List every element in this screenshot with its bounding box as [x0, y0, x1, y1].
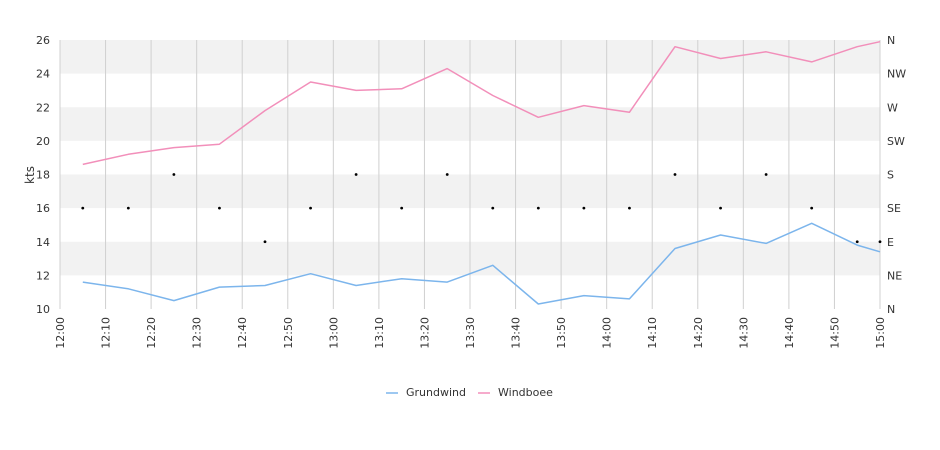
direction-marker — [445, 173, 449, 176]
x-tick-label: 13:10 — [373, 317, 386, 349]
x-tick-label: 13:30 — [464, 317, 477, 349]
x-tick-label: 12:00 — [54, 317, 67, 349]
direction-marker — [263, 240, 267, 244]
y-tick-label: 18 — [36, 169, 50, 182]
y2-tick-label: S — [887, 169, 894, 182]
y-tick-label: 26 — [36, 34, 50, 47]
y2-tick-label: NW — [887, 68, 906, 81]
x-tick-label: 13:50 — [555, 317, 568, 349]
y-tick-label: 20 — [36, 135, 50, 148]
direction-marker — [218, 206, 221, 210]
legend-label: Windboee — [498, 386, 553, 399]
y2-tick-label: SE — [887, 202, 901, 215]
y2-tick-label: W — [887, 101, 898, 114]
y-tick-label: 16 — [36, 202, 50, 215]
direction-marker — [491, 206, 495, 210]
direction-marker — [582, 206, 586, 210]
direction-marker — [719, 206, 722, 210]
direction-markers — [81, 173, 882, 244]
x-tick-label: 14:20 — [692, 317, 705, 349]
y2-tick-label: NE — [887, 269, 902, 282]
x-tick-label: 14:40 — [783, 317, 796, 349]
series-line-grundwind — [82, 222, 881, 305]
x-tick-label: 13:00 — [327, 317, 340, 349]
legend-label: Grundwind — [406, 386, 466, 399]
direction-marker — [628, 206, 631, 210]
x-tick-label: 14:00 — [601, 317, 614, 349]
direction-marker — [855, 240, 859, 244]
direction-marker — [81, 206, 85, 210]
direction-marker — [354, 173, 358, 176]
x-tick-label: 12:50 — [282, 317, 295, 349]
x-tick-label: 12:20 — [145, 317, 158, 349]
direction-marker — [764, 173, 768, 176]
x-tick-label: 15:00 — [874, 317, 887, 349]
direction-marker — [878, 240, 882, 244]
direction-marker — [400, 206, 404, 210]
y-axis-left: 10 12 14 16 18 20 22 24 26 — [36, 34, 50, 316]
x-tick-label: 12:40 — [236, 317, 249, 349]
x-tick-label: 13:20 — [418, 317, 431, 349]
x-tick-label: 12:30 — [191, 317, 204, 349]
y-tick-label: 22 — [36, 101, 50, 114]
y-axis-right: N NE E SE S SW W NW N — [887, 34, 906, 316]
x-tick-label: 12:10 — [100, 317, 113, 349]
y2-tick-label: N — [887, 303, 895, 316]
legend: Grundwind Windboee — [386, 386, 553, 399]
vertical-gridlines — [59, 40, 881, 309]
y2-tick-label: SW — [887, 135, 905, 148]
x-tick-label: 14:10 — [646, 317, 659, 349]
y-tick-label: 14 — [36, 236, 50, 249]
y2-tick-label: N — [887, 34, 895, 47]
y-axis-title: kts — [23, 166, 37, 184]
series-line-windboee — [82, 40, 881, 166]
y-tick-label: 24 — [36, 68, 50, 81]
direction-marker — [810, 206, 814, 210]
y-tick-label: 10 — [36, 303, 50, 316]
y-tick-label: 12 — [36, 269, 50, 282]
x-axis: 12:00 12:10 12:20 12:30 12:40 12:50 13:00 13:10… — [54, 317, 887, 349]
direction-marker — [172, 173, 176, 176]
x-tick-label: 14:30 — [737, 317, 750, 349]
x-tick-label: 13:40 — [510, 317, 523, 349]
x-tick-label: 14:50 — [828, 317, 841, 349]
direction-marker — [309, 206, 312, 210]
direction-marker — [536, 206, 540, 210]
direction-marker — [673, 173, 677, 176]
series-lines — [82, 40, 881, 305]
direction-marker — [126, 206, 130, 210]
y2-tick-label: E — [887, 236, 894, 249]
